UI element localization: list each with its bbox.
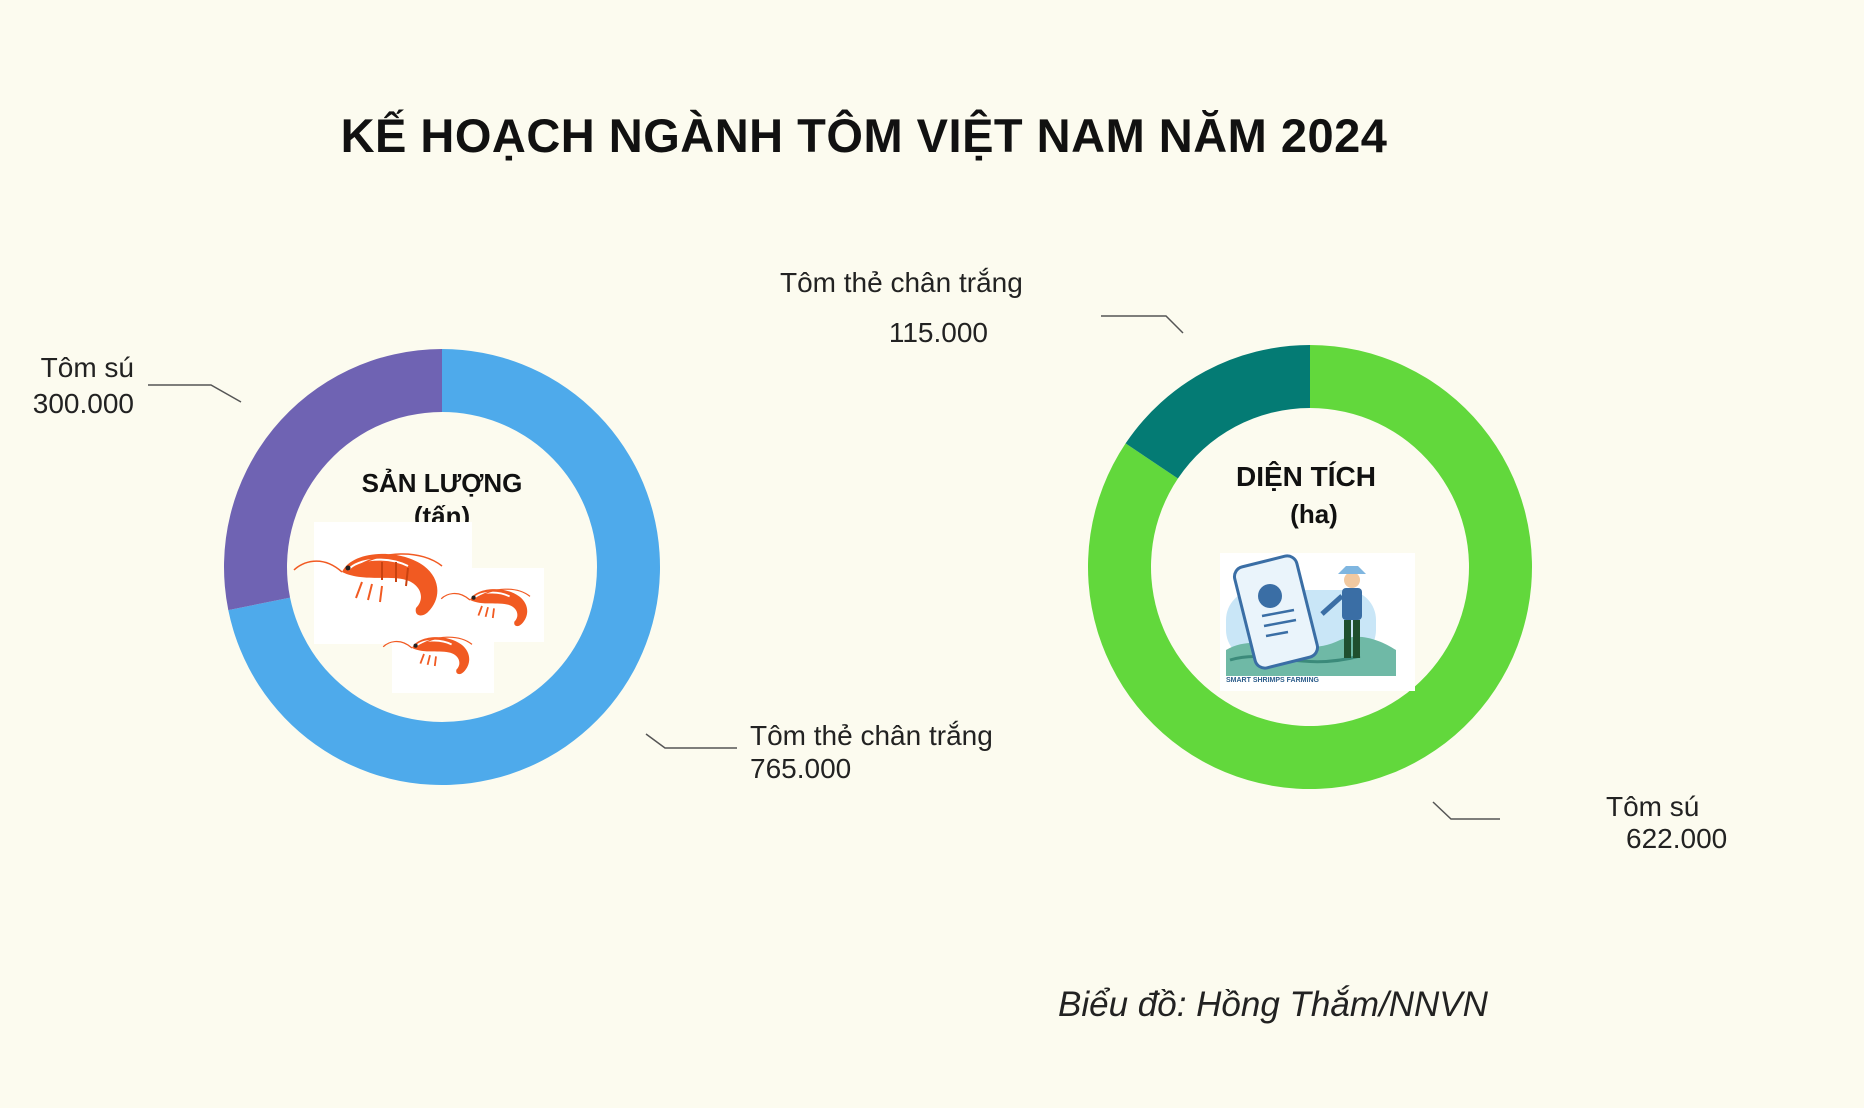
leader-line-tom-the-area [1101,315,1184,334]
center-label-line-1: DIỆN TÍCH [1236,461,1376,492]
leader-line-tom-su-area [1432,801,1500,820]
slice-label-tom-su-production: Tôm sú [41,352,134,383]
slice-value-tom-the-production: 765.000 [750,753,851,784]
shrimp-icon [293,522,544,693]
slice-label-tom-the-production: Tôm thẻ chân trắng [750,720,993,751]
slice-value-tom-the-area: 115.000 [889,317,988,348]
slice-label-tom-su-area: Tôm sú [1606,791,1699,822]
leader-line-tom-su-production [148,384,242,403]
donut-production: SẢN LƯỢNG (tấn) [33,349,993,785]
slice-value-tom-su-production: 300.000 [33,388,134,419]
chart-credit: Biểu đồ: Hồng Thắm/NNVN [1058,985,1488,1024]
slice-value-tom-su-area: 622.000 [1626,823,1727,854]
donut-slice-area-1 [1125,345,1310,479]
donut-ring-area [1088,345,1532,790]
center-label-line-1: SẢN LƯỢNG [362,468,523,498]
donut-ring-production [224,349,661,785]
donut-area: DIỆN TÍCH (ha) SMART SHRIMPS FARMING Tôm… [780,267,1727,854]
chart-title: KẾ HOẠCH NGÀNH TÔM VIỆT NAM NĂM 2024 [340,109,1388,162]
slice-label-tom-the-area: Tôm thẻ chân trắng [780,267,1023,298]
icon-caption: SMART SHRIMPS FARMING [1226,677,1320,684]
leader-line-tom-the-production [645,733,737,749]
smart-shrimp-farming-icon: SMART SHRIMPS FARMING [1220,553,1415,691]
center-label-line-2: (ha) [1290,499,1338,529]
donut-slice-production-1 [224,349,442,611]
